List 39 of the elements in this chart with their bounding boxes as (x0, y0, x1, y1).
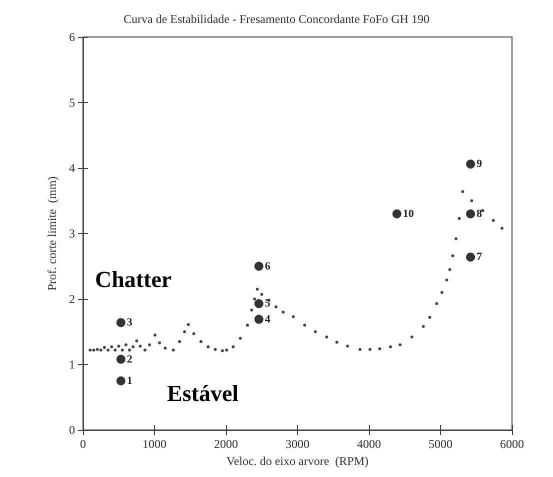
y-tick-label: 1 (69, 358, 75, 372)
y-tick-label: 3 (69, 226, 75, 240)
x-axis-title: Veloc. do eixo arvore (RPM) (226, 454, 368, 468)
annotation: Chatter (95, 267, 172, 292)
y-tick-label: 0 (69, 423, 75, 437)
point (116, 354, 126, 364)
y-axis-title: Prof. corte limite (mm) (45, 176, 60, 291)
annotation: 5 (264, 298, 271, 310)
point (116, 318, 126, 328)
y-tick-label: 2 (69, 292, 75, 306)
point (254, 314, 264, 324)
annotation: 10 (402, 208, 414, 220)
point (392, 209, 402, 218)
y-tick-label: 6 (69, 30, 75, 44)
point (254, 262, 264, 271)
annotation: 1 (126, 374, 132, 387)
x-tick-label: 2000 (214, 437, 238, 451)
annotation: 2 (126, 353, 133, 366)
annotation: 4 (264, 313, 271, 326)
x-tick-label: 4000 (357, 437, 381, 451)
x-tick-label: 0 (80, 437, 86, 451)
point (466, 160, 476, 169)
y-tick-label: 5 (69, 96, 75, 110)
chart-title: Curva de Estabilidade - Fresamento Concordante FoFo GH 190 (124, 12, 430, 26)
annotation: Estável (167, 381, 239, 406)
x-tick-label: 6000 (500, 437, 524, 451)
annotation: 9 (476, 158, 483, 170)
point (466, 252, 476, 262)
annotation: 3 (126, 316, 133, 329)
point (116, 376, 126, 386)
x-tick-label: 1000 (142, 437, 166, 451)
x-tick-label: 3000 (286, 437, 310, 451)
annotation: 8 (476, 208, 483, 220)
point (254, 299, 264, 308)
point (466, 209, 476, 218)
annotation: 6 (264, 260, 271, 272)
x-tick-label: 5000 (428, 437, 452, 451)
y-tick-label: 4 (69, 161, 75, 175)
annotation: 7 (476, 251, 483, 264)
